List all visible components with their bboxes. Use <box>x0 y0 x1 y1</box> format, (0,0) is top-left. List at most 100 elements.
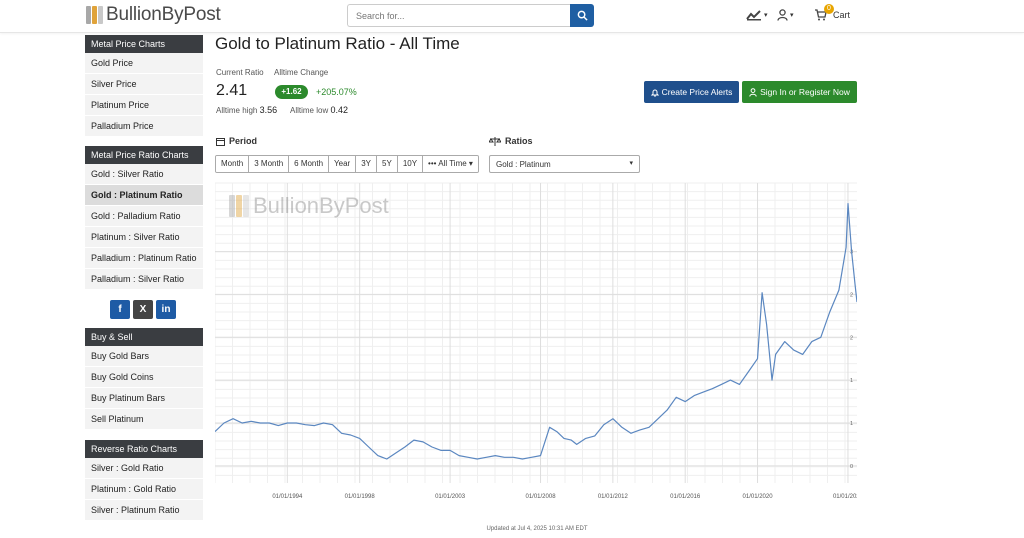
updated-timestamp: Updated at Jul 4, 2025 10:31 AM EDT <box>486 526 588 532</box>
x-tick-label: 01/01/1998 <box>345 494 376 500</box>
sidebar-group-title: Buy & Sell <box>85 328 203 346</box>
sidebar-group: Reverse Ratio Charts Silver : Gold Ratio P… <box>85 440 203 521</box>
cart-label: Cart <box>833 10 851 20</box>
linkedin-icon[interactable]: in <box>156 300 176 319</box>
ratio-select-value: Gold : Platinum <box>496 160 551 169</box>
sidebar-group-title: Metal Price Ratio Charts <box>85 146 203 164</box>
period-button[interactable]: 3Y <box>356 156 378 172</box>
user-icon <box>749 87 757 97</box>
chart-icon <box>746 10 761 21</box>
y-tick-label: 1 <box>850 378 853 384</box>
alltime-low-label: Alltime low <box>290 106 329 115</box>
sidebar-item[interactable]: Buy Gold Bars <box>85 346 203 367</box>
alltime-low-value: 0.42 <box>330 105 348 115</box>
scale-icon <box>489 136 501 146</box>
page-title: Gold to Platinum Ratio - All Time <box>215 34 460 53</box>
y-tick-label: 0 <box>850 464 853 470</box>
facebook-icon[interactable]: f <box>110 300 130 319</box>
calendar-icon <box>216 137 225 146</box>
period-label: Period <box>229 136 258 146</box>
sign-in-register-button[interactable]: Sign In or Register Now <box>742 81 857 103</box>
top-navbar: BullionByPost Search for... ▾ ▾ 0 Cart <box>0 0 1024 33</box>
user-menu[interactable]: ▾ <box>777 9 794 21</box>
y-tick-label: 2 <box>850 335 853 341</box>
ratio-chart-svg: 01/01/1994 01/01/1998 01/01/2003 01/01/2008… <box>215 182 857 500</box>
sidebar-item[interactable]: Silver : Gold Ratio <box>85 458 203 479</box>
period-heading: Period <box>216 136 257 146</box>
sidebar-group: Metal Price Charts Gold Price Silver Price… <box>85 35 203 137</box>
x-tick-label: 01/01/2020 <box>743 494 774 500</box>
sidebar-item[interactable]: Gold : Silver Ratio <box>85 164 203 185</box>
search-button[interactable] <box>570 4 594 27</box>
period-button[interactable]: 6 Month <box>289 156 330 172</box>
ratios-heading: Ratios <box>489 136 533 146</box>
chart-watermark-logo: BullionByPost <box>229 193 389 219</box>
x-tick-label: 01/01/2008 <box>526 494 557 500</box>
logo-bars-icon <box>86 6 103 24</box>
logo-text: BullionByPost <box>106 4 221 25</box>
create-price-alerts-button[interactable]: Create Price Alerts <box>644 81 739 103</box>
period-button[interactable]: 3 Month <box>249 156 290 172</box>
period-button[interactable]: Year <box>329 156 357 172</box>
sidebar-item[interactable]: Buy Gold Coins <box>85 367 203 388</box>
sidebar-item[interactable]: Palladium Price <box>85 116 203 137</box>
sidebar-item[interactable]: Platinum Price <box>85 95 203 116</box>
x-tick-label: 01/01/2012 <box>598 494 629 500</box>
sidebar-group-title: Metal Price Charts <box>85 35 203 53</box>
alltime-high: Alltime high 3.56 <box>216 105 277 115</box>
change-percent: +205.07% <box>316 87 357 97</box>
period-button[interactable]: ••• All Time ▾ <box>423 156 478 172</box>
bullionbypost-logo[interactable]: BullionByPost <box>86 4 221 26</box>
alltime-high-label: Alltime high <box>216 106 258 115</box>
period-button-group: Month 3 Month 6 Month Year 3Y 5Y 10Y ••• All Ti… <box>215 155 479 173</box>
alltime-change-label: Alltime Change <box>274 68 329 77</box>
sidebar-item[interactable]: Palladium : Platinum Ratio <box>85 248 203 269</box>
sidebar-item[interactable]: Silver Price <box>85 74 203 95</box>
x-tick-label: 01/01/1994 <box>272 494 303 500</box>
sidebar-item[interactable]: Platinum : Silver Ratio <box>85 227 203 248</box>
sign-in-register-label: Sign In or Register Now <box>760 87 850 97</box>
user-icon <box>777 9 788 21</box>
caret-down-icon: ▾ <box>629 160 633 167</box>
y-tick-label: 2 <box>850 292 853 298</box>
chart-menu[interactable]: ▾ <box>746 9 768 21</box>
x-twitter-icon[interactable]: X <box>133 300 153 319</box>
chevron-down-icon: ▾ <box>764 12 768 19</box>
current-ratio-value: 2.41 <box>216 82 248 99</box>
sidebar-item[interactable]: Sell Platinum <box>85 409 203 430</box>
chevron-down-icon: ▾ <box>790 12 794 19</box>
ratio-chart[interactable]: 01/01/1994 01/01/1998 01/01/2003 01/01/2008… <box>215 179 857 501</box>
x-tick-label: 01/01/2025 <box>833 494 857 500</box>
current-ratio-label: Current Ratio <box>216 68 264 77</box>
sidebar-item[interactable]: Platinum : Gold Ratio <box>85 479 203 500</box>
sidebar-group: Metal Price Ratio Charts Gold : Silver Ra… <box>85 146 203 290</box>
ratios-label: Ratios <box>505 136 533 146</box>
period-button[interactable]: 10Y <box>397 156 424 172</box>
sidebar-group-title: Reverse Ratio Charts <box>85 440 203 458</box>
ratio-select[interactable]: Gold : Platinum ▾ <box>489 155 640 173</box>
alltime-low: Alltime low 0.42 <box>290 105 348 115</box>
sidebar-item[interactable]: Gold : Platinum Ratio <box>85 185 203 206</box>
y-tick-label: 1 <box>850 421 853 427</box>
gold-platinum-ratio-line <box>215 203 857 460</box>
social-share: f X in <box>110 300 176 319</box>
alltime-high-value: 3.56 <box>259 105 278 115</box>
bell-icon <box>650 89 659 97</box>
create-price-alerts-label: Create Price Alerts <box>661 87 733 97</box>
sidebar-group: Buy & Sell Buy Gold Bars Buy Gold Coins Buy… <box>85 328 203 430</box>
x-tick-label: 01/01/2016 <box>670 494 701 500</box>
sidebar-item[interactable]: Palladium : Silver Ratio <box>85 269 203 290</box>
cart-button[interactable]: 0 Cart <box>814 4 851 21</box>
x-tick-label: 01/01/2003 <box>435 494 466 500</box>
sidebar-item[interactable]: Gold : Palladium Ratio <box>85 206 203 227</box>
cart-count-badge: 0 <box>824 4 834 14</box>
sidebar-item[interactable]: Buy Platinum Bars <box>85 388 203 409</box>
sidebar-item[interactable]: Silver : Platinum Ratio <box>85 500 203 521</box>
period-button[interactable]: 5Y <box>377 156 398 172</box>
period-button[interactable]: Month <box>216 156 250 172</box>
search-input[interactable]: Search for... <box>347 4 570 27</box>
sidebar-item[interactable]: Gold Price <box>85 53 203 74</box>
search-icon <box>577 10 588 21</box>
change-badge: +1.62 <box>275 85 308 99</box>
watermark-text: BullionByPost <box>253 193 389 218</box>
